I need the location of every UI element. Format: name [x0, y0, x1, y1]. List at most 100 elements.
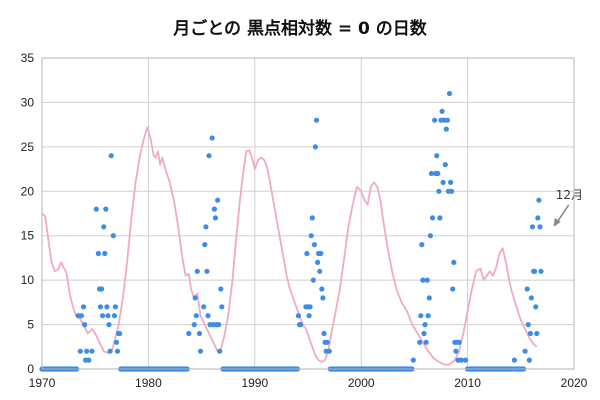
data-point — [448, 179, 454, 185]
data-point — [219, 304, 225, 310]
data-point — [420, 277, 426, 283]
data-point — [308, 233, 314, 239]
data-point — [410, 357, 416, 363]
data-point — [529, 224, 536, 230]
data-point — [203, 224, 209, 230]
data-point — [209, 135, 215, 141]
data-point — [196, 330, 203, 337]
data-point — [423, 339, 429, 345]
data-point — [102, 250, 108, 257]
data-point — [104, 304, 110, 310]
data-point — [311, 242, 317, 248]
data-point — [97, 304, 104, 310]
data-point — [103, 206, 109, 212]
data-point — [417, 339, 423, 345]
data-point — [204, 268, 210, 274]
annotation-label: 12月 — [556, 188, 583, 202]
data-point — [324, 339, 330, 345]
x-tick-label: 2000 — [348, 376, 375, 390]
y-tick-label: 0 — [27, 362, 34, 376]
data-point — [78, 313, 84, 319]
data-point — [309, 215, 315, 221]
y-tick-label: 20 — [21, 184, 35, 198]
data-point — [534, 330, 540, 337]
x-tick-label: 1990 — [241, 376, 268, 390]
data-point — [526, 357, 532, 363]
data-point — [218, 286, 224, 292]
data-point — [442, 162, 448, 168]
y-tick-label: 5 — [27, 318, 34, 332]
data-point — [536, 197, 542, 203]
y-tick-label: 15 — [21, 229, 35, 243]
data-point — [528, 295, 535, 301]
data-point — [101, 224, 107, 230]
data-point — [424, 277, 430, 283]
data-point — [113, 339, 120, 345]
data-point — [318, 250, 324, 257]
data-point — [77, 348, 83, 354]
data-point — [537, 224, 543, 230]
data-point — [107, 348, 113, 354]
data-point — [453, 348, 459, 354]
data-point — [436, 188, 442, 194]
data-point — [80, 304, 87, 310]
data-point — [527, 330, 534, 337]
data-point — [427, 233, 433, 239]
data-point — [446, 90, 453, 97]
data-point — [312, 144, 318, 150]
data-point — [451, 259, 457, 265]
data-point — [511, 357, 517, 363]
annotation-layer: 12月 — [553, 188, 583, 227]
data-point — [458, 357, 464, 363]
data-point — [538, 268, 544, 274]
data-point — [194, 268, 200, 274]
data-point — [535, 215, 541, 221]
data-point — [456, 339, 462, 345]
data-point — [435, 170, 441, 177]
data-point — [319, 286, 325, 292]
data-point — [193, 313, 199, 319]
data-point — [216, 322, 222, 328]
data-point — [426, 295, 432, 301]
data-point — [202, 242, 208, 248]
data-point — [422, 322, 428, 328]
data-point — [439, 108, 445, 114]
data-point — [95, 250, 101, 257]
pink-curve-line — [41, 126, 538, 366]
data-point — [425, 313, 431, 319]
data-point — [429, 215, 436, 221]
x-tick-label: 2020 — [561, 376, 588, 390]
data-point — [211, 206, 217, 212]
data-point — [186, 330, 192, 337]
data-point — [533, 304, 539, 310]
data-point — [295, 313, 301, 319]
data-point — [307, 304, 313, 310]
x-tick-label: 1970 — [29, 376, 56, 390]
data-point — [306, 313, 312, 319]
data-points-layer — [39, 90, 544, 372]
plot-frame — [41, 57, 575, 370]
data-point — [525, 322, 531, 328]
data-point — [298, 322, 304, 328]
data-point — [110, 233, 116, 239]
data-point — [205, 313, 211, 319]
data-point — [437, 215, 443, 221]
data-point — [201, 304, 207, 310]
data-point — [93, 206, 99, 212]
grid-lines — [41, 57, 575, 370]
data-point — [444, 117, 450, 123]
data-point — [105, 313, 111, 319]
data-point — [86, 357, 92, 363]
y-axis-ticks: 0 5 10 15 20 25 30 35 — [21, 51, 35, 376]
data-point — [320, 295, 326, 301]
data-point — [100, 313, 106, 319]
data-point — [310, 277, 316, 283]
y-tick-label: 25 — [21, 140, 35, 154]
data-point — [106, 322, 112, 328]
y-tick-label: 10 — [21, 273, 35, 287]
data-point — [89, 348, 95, 354]
data-point — [315, 259, 321, 265]
data-point — [206, 153, 212, 159]
data-point — [192, 295, 198, 301]
